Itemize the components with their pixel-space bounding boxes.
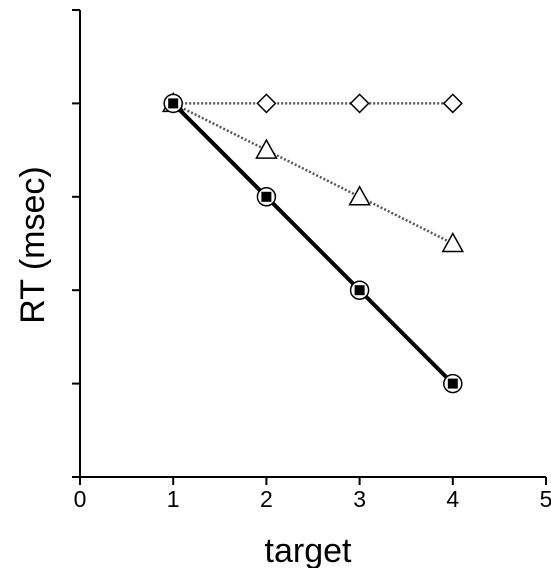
y-axis-title: RT (msec) (14, 166, 52, 323)
x-tick-label: 3 (353, 486, 366, 512)
square-marker (355, 285, 365, 295)
diamond-marker (351, 94, 369, 112)
x-axis-title: target (265, 532, 352, 568)
triangle-marker (443, 234, 463, 252)
square-marker (448, 379, 458, 389)
x-tick-label: 0 (74, 486, 87, 512)
x-tick-label: 2 (260, 486, 273, 512)
series-line (173, 103, 453, 243)
x-tick-label: 4 (446, 486, 459, 512)
triangle-marker (350, 187, 370, 205)
series-diamond (164, 94, 462, 112)
series-circle (164, 94, 462, 392)
x-tick-label: 1 (167, 486, 180, 512)
triangle-marker (256, 140, 276, 158)
axes: 0 1 2 3 4 5 (72, 10, 551, 512)
square-marker (168, 98, 178, 108)
series-line (173, 103, 453, 383)
x-tick-label: 5 (540, 486, 551, 512)
diamond-marker (257, 94, 275, 112)
diamond-marker (444, 94, 462, 112)
series-layer (163, 93, 463, 392)
series-triangle (163, 93, 463, 251)
square-marker (261, 192, 271, 202)
